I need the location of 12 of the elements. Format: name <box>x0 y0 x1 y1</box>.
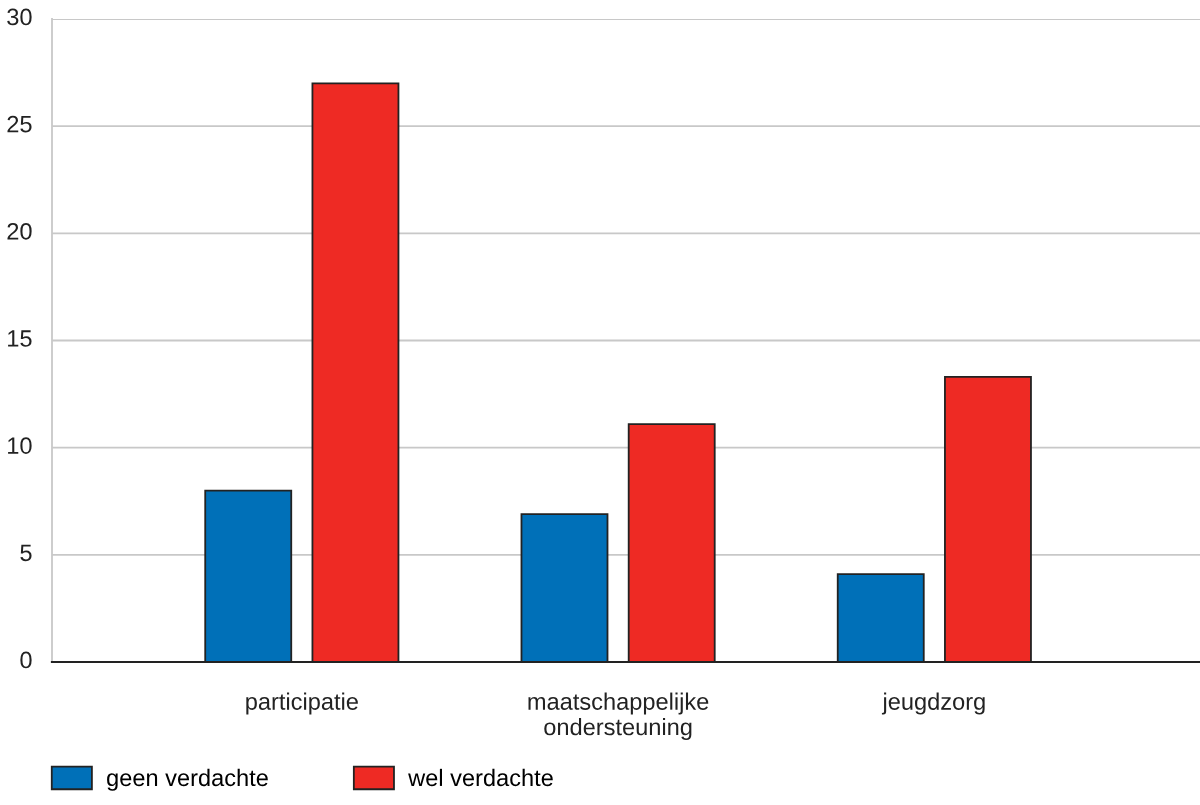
y-tick-label: 25 <box>7 115 32 133</box>
x-tick-label: participatie <box>246 692 358 715</box>
x-tick-label: jeugdzorg <box>881 692 985 715</box>
y-tick-label: 30 <box>7 8 32 26</box>
y-tick-label: 0 <box>20 651 32 669</box>
y-tick-label: 15 <box>8 330 32 347</box>
legend-label: geen verdachte <box>107 768 268 791</box>
y-tick-label: 5 <box>20 544 32 562</box>
x-tick-label: maatschappelijke ondersteuning <box>528 692 709 740</box>
y-tick-label: 10 <box>8 437 32 454</box>
y-tick-label: 20 <box>7 222 32 240</box>
legend-label: wel verdachte <box>408 768 553 787</box>
